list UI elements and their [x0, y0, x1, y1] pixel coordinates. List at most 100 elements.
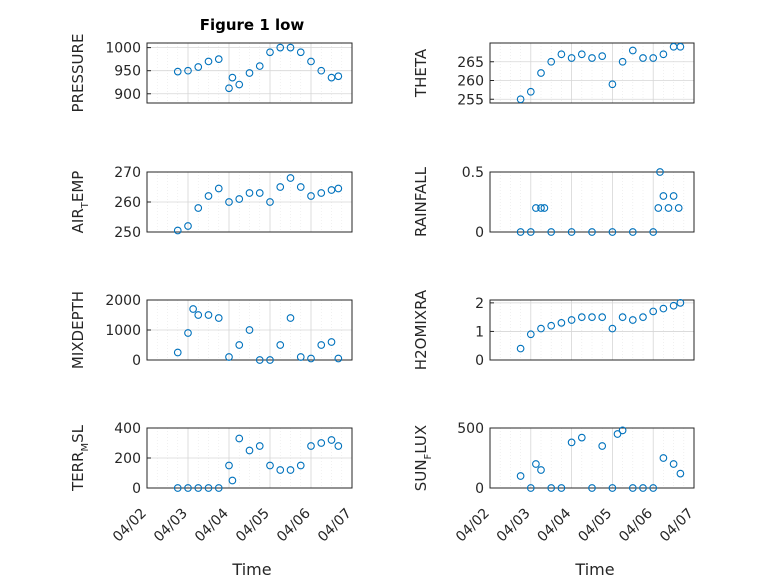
data-point — [649, 484, 658, 492]
y-tick-label: 950 — [114, 64, 141, 80]
data-point — [608, 80, 617, 89]
data-point — [608, 484, 617, 492]
data-point — [557, 484, 566, 492]
x-axis-label-right: Time — [574, 560, 614, 579]
data-point — [235, 434, 244, 443]
data-point — [618, 426, 627, 435]
data-point — [532, 460, 540, 468]
data-point — [557, 319, 566, 327]
x-tick-label: 04/02 — [453, 506, 493, 546]
data-point — [540, 204, 549, 212]
data-point — [598, 313, 607, 321]
x-tick-label: 04/03 — [151, 506, 191, 546]
data-point — [286, 43, 295, 52]
data-point — [307, 57, 315, 66]
data-point — [526, 484, 535, 492]
data-point — [526, 330, 535, 339]
data-point — [664, 204, 673, 212]
subplot-5: 0 1000 2000 MIXDEPTH — [69, 291, 353, 369]
data-point — [537, 466, 545, 474]
data-point — [296, 48, 305, 57]
data-point — [266, 356, 274, 364]
data-point — [649, 54, 658, 62]
data-point — [296, 183, 305, 191]
y-tick-label: 400 — [114, 421, 141, 437]
data-point — [656, 168, 664, 176]
data-point — [577, 50, 586, 59]
data-point — [608, 228, 617, 236]
x-tick-label: 04/06 — [274, 505, 314, 545]
data-point — [225, 461, 233, 470]
y-axis-label: MIXDEPTH — [69, 291, 87, 369]
y-tick-label: 255 — [457, 92, 484, 108]
y-tick-label: 1000 — [105, 41, 141, 57]
subplot-2: 255 260 265 THETA — [412, 42, 695, 108]
data-point — [628, 228, 637, 236]
data-point — [659, 454, 668, 462]
data-point — [266, 461, 274, 470]
data-point — [639, 484, 647, 492]
data-point — [618, 313, 627, 321]
y-tick-label: 0 — [475, 353, 484, 369]
data-point — [577, 433, 586, 442]
axes-frame — [146, 42, 353, 104]
x-tick-label: 04/06 — [616, 505, 656, 545]
data-point — [639, 54, 647, 62]
y-tick-label: 1000 — [105, 323, 141, 339]
data-point — [173, 348, 182, 357]
data-point — [266, 198, 274, 206]
x-tick-label: 04/07 — [315, 506, 355, 546]
data-point — [204, 484, 213, 492]
data-point — [245, 446, 254, 455]
data-point — [173, 67, 182, 76]
data-point — [547, 228, 556, 236]
data-point — [189, 305, 197, 313]
data-point — [327, 338, 336, 346]
y-tick-label: 900 — [114, 87, 141, 103]
data-point — [255, 442, 264, 450]
y-axis-label: PRESSURE — [69, 34, 87, 113]
data-point — [255, 62, 264, 70]
data-point — [184, 484, 192, 492]
axes-frame — [489, 427, 695, 489]
data-point — [334, 442, 343, 450]
data-point — [317, 341, 326, 349]
y-axis-label: SUNFLUX — [412, 425, 434, 491]
data-point — [608, 324, 617, 333]
data-point — [639, 313, 647, 321]
y-tick-label: 260 — [457, 74, 484, 90]
data-point — [307, 442, 315, 450]
x-tick-label: 04/04 — [535, 505, 575, 545]
x-axis-label-left: Time — [231, 560, 271, 579]
data-point — [676, 42, 685, 51]
data-point — [307, 354, 315, 363]
data-point — [255, 356, 264, 364]
figure-title: Figure 1 low — [200, 16, 305, 34]
data-point — [214, 484, 223, 492]
data-point — [547, 321, 556, 330]
data-point — [214, 314, 223, 322]
y-tick-label: 200 — [114, 451, 141, 467]
data-point — [588, 228, 596, 236]
data-point — [214, 184, 223, 193]
data-point — [173, 226, 182, 235]
y-axis-label: THETA — [412, 48, 430, 98]
data-point — [184, 329, 192, 337]
data-point — [547, 57, 556, 66]
x-tick-label: 04/04 — [192, 505, 232, 545]
data-point — [245, 69, 254, 77]
data-point — [276, 43, 285, 52]
data-point — [194, 204, 203, 212]
data-point — [296, 461, 305, 470]
data-point — [537, 324, 545, 333]
data-point — [628, 46, 637, 55]
data-point — [613, 430, 622, 438]
y-tick-label: 2 — [475, 296, 484, 312]
data-point — [173, 484, 182, 492]
data-point — [317, 189, 326, 197]
data-point — [286, 314, 295, 322]
data-point — [194, 63, 203, 71]
y-axis-label: AIRTEMP — [69, 171, 91, 234]
y-tick-label: 0 — [475, 481, 484, 497]
